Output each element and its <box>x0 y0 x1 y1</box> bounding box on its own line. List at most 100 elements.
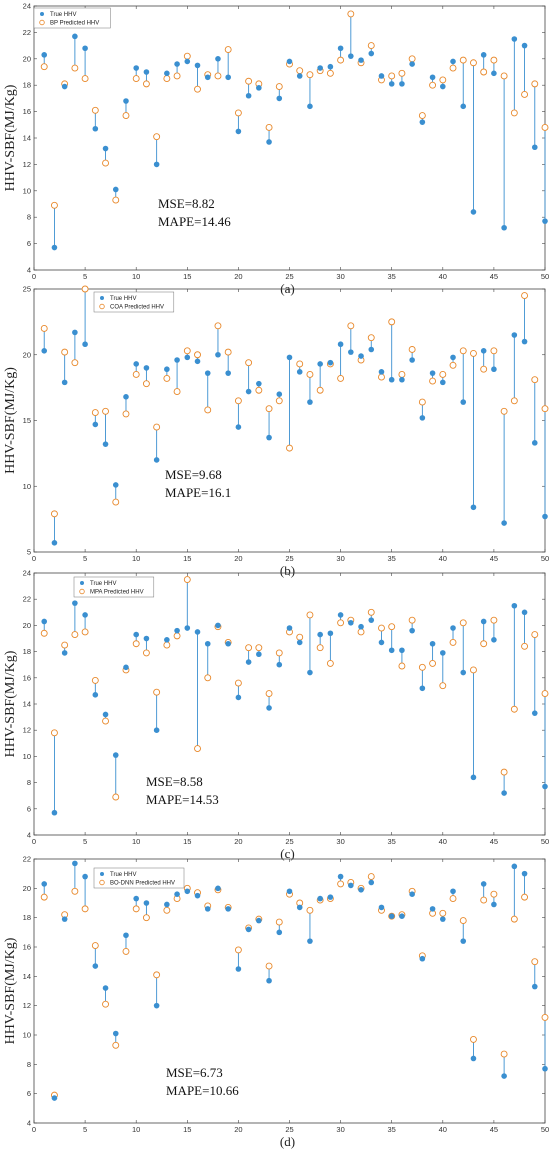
true-point <box>440 379 446 386</box>
true-point <box>92 125 99 132</box>
predicted-point <box>490 616 498 624</box>
true-point <box>61 83 68 90</box>
true-point <box>337 45 344 52</box>
true-point <box>531 983 538 990</box>
true-point <box>286 354 293 361</box>
true-point <box>348 619 354 626</box>
predicted-point <box>102 1000 109 1008</box>
predicted-point <box>183 52 191 60</box>
mape-annotation: MAPE=14.46 <box>158 214 231 229</box>
y-tick-label: 10 <box>23 482 31 491</box>
true-point <box>51 1095 58 1101</box>
true-point <box>296 73 303 79</box>
true-point <box>276 95 283 102</box>
true-point <box>388 81 395 87</box>
y-tick-label: 12 <box>23 726 31 735</box>
legend-predicted-label: MPA Predicted HHV <box>90 590 144 596</box>
x-tick-label: 30 <box>336 837 344 846</box>
true-point <box>245 388 252 395</box>
true-point <box>286 625 293 631</box>
true-point <box>378 639 385 646</box>
legend-predicted-label: BO-DNN Predicted HHV <box>110 881 175 887</box>
predicted-point <box>71 887 79 895</box>
true-point <box>480 52 487 58</box>
true-point <box>41 618 48 625</box>
x-tick-label: 50 <box>541 1125 549 1134</box>
true-point <box>429 370 436 376</box>
predicted-point <box>214 322 222 330</box>
predicted-point <box>275 83 283 90</box>
predicted-point <box>500 72 508 80</box>
predicted-point <box>296 633 304 641</box>
predicted-point <box>347 10 355 18</box>
y-axis-label: HHV-SBF(MJ/Kg) <box>3 650 18 757</box>
legend-predicted-marker <box>79 588 85 595</box>
panel-caption: (b) <box>280 563 295 578</box>
true-point <box>194 62 201 69</box>
mape-annotation: MAPE=14.53 <box>146 792 219 807</box>
legend-box <box>73 576 155 598</box>
true-point <box>480 348 487 354</box>
true-point <box>368 617 375 623</box>
x-tick-label: 15 <box>183 837 191 846</box>
x-tick-label: 25 <box>285 1125 293 1134</box>
x-tick-label: 40 <box>439 1125 447 1134</box>
predicted-point <box>521 90 529 98</box>
predicted-point <box>449 895 457 903</box>
x-tick-label: 10 <box>132 272 140 281</box>
true-point <box>317 65 323 71</box>
predicted-point <box>142 80 150 88</box>
x-tick-label: 15 <box>183 1125 191 1134</box>
predicted-point <box>50 201 58 209</box>
predicted-point <box>296 67 304 75</box>
y-tick-label: 6 <box>27 1089 31 1098</box>
predicted-point <box>531 631 539 639</box>
predicted-point <box>490 890 498 898</box>
mse-annotation: MSE=6.73 <box>166 1065 223 1080</box>
true-point <box>235 694 242 701</box>
predicted-point <box>234 679 242 687</box>
true-point <box>296 904 303 911</box>
true-point <box>153 161 160 168</box>
predicted-point <box>194 85 201 93</box>
y-axis-label: HHV-SBF(MJ/Kg) <box>3 367 18 474</box>
predicted-point <box>224 348 232 356</box>
true-point <box>256 380 262 387</box>
y-tick-label: 14 <box>23 700 31 709</box>
predicted-point <box>173 632 181 640</box>
predicted-point <box>61 348 69 356</box>
predicted-point <box>367 334 375 342</box>
true-point <box>266 434 272 441</box>
predicted-point <box>91 106 99 114</box>
predicted-point <box>132 371 140 378</box>
predicted-point <box>255 386 263 394</box>
true-point <box>266 139 272 145</box>
chart-panel: 0 5 10 15 20 25 30 35 40 45 50 4 6 8 10 12 14 16 18 20 22 24 H… <box>3 569 549 862</box>
true-point <box>184 625 191 631</box>
true-point <box>440 83 446 90</box>
predicted-point <box>459 347 467 355</box>
true-point <box>429 640 436 647</box>
legend-box <box>93 291 175 313</box>
predicted-point <box>510 397 518 405</box>
y-tick-label: 20 <box>23 350 31 359</box>
predicted-point <box>204 674 212 682</box>
y-tick-label: 22 <box>23 855 31 864</box>
panel-caption: (a) <box>280 281 294 296</box>
predicted-point <box>510 915 518 923</box>
predicted-point <box>194 351 201 359</box>
predicted-point <box>490 56 498 64</box>
true-point <box>235 424 242 430</box>
predicted-point <box>183 347 191 355</box>
predicted-point <box>429 659 437 667</box>
true-point <box>61 650 68 656</box>
predicted-point <box>378 624 385 632</box>
legend-true-marker <box>80 581 84 585</box>
predicted-point <box>112 793 120 801</box>
y-tick-label: 16 <box>23 943 31 952</box>
predicted-point <box>337 374 345 382</box>
predicted-point <box>91 942 99 949</box>
plot-frame <box>33 858 546 1124</box>
legend-predicted-marker <box>39 19 45 26</box>
predicted-point <box>142 649 150 657</box>
